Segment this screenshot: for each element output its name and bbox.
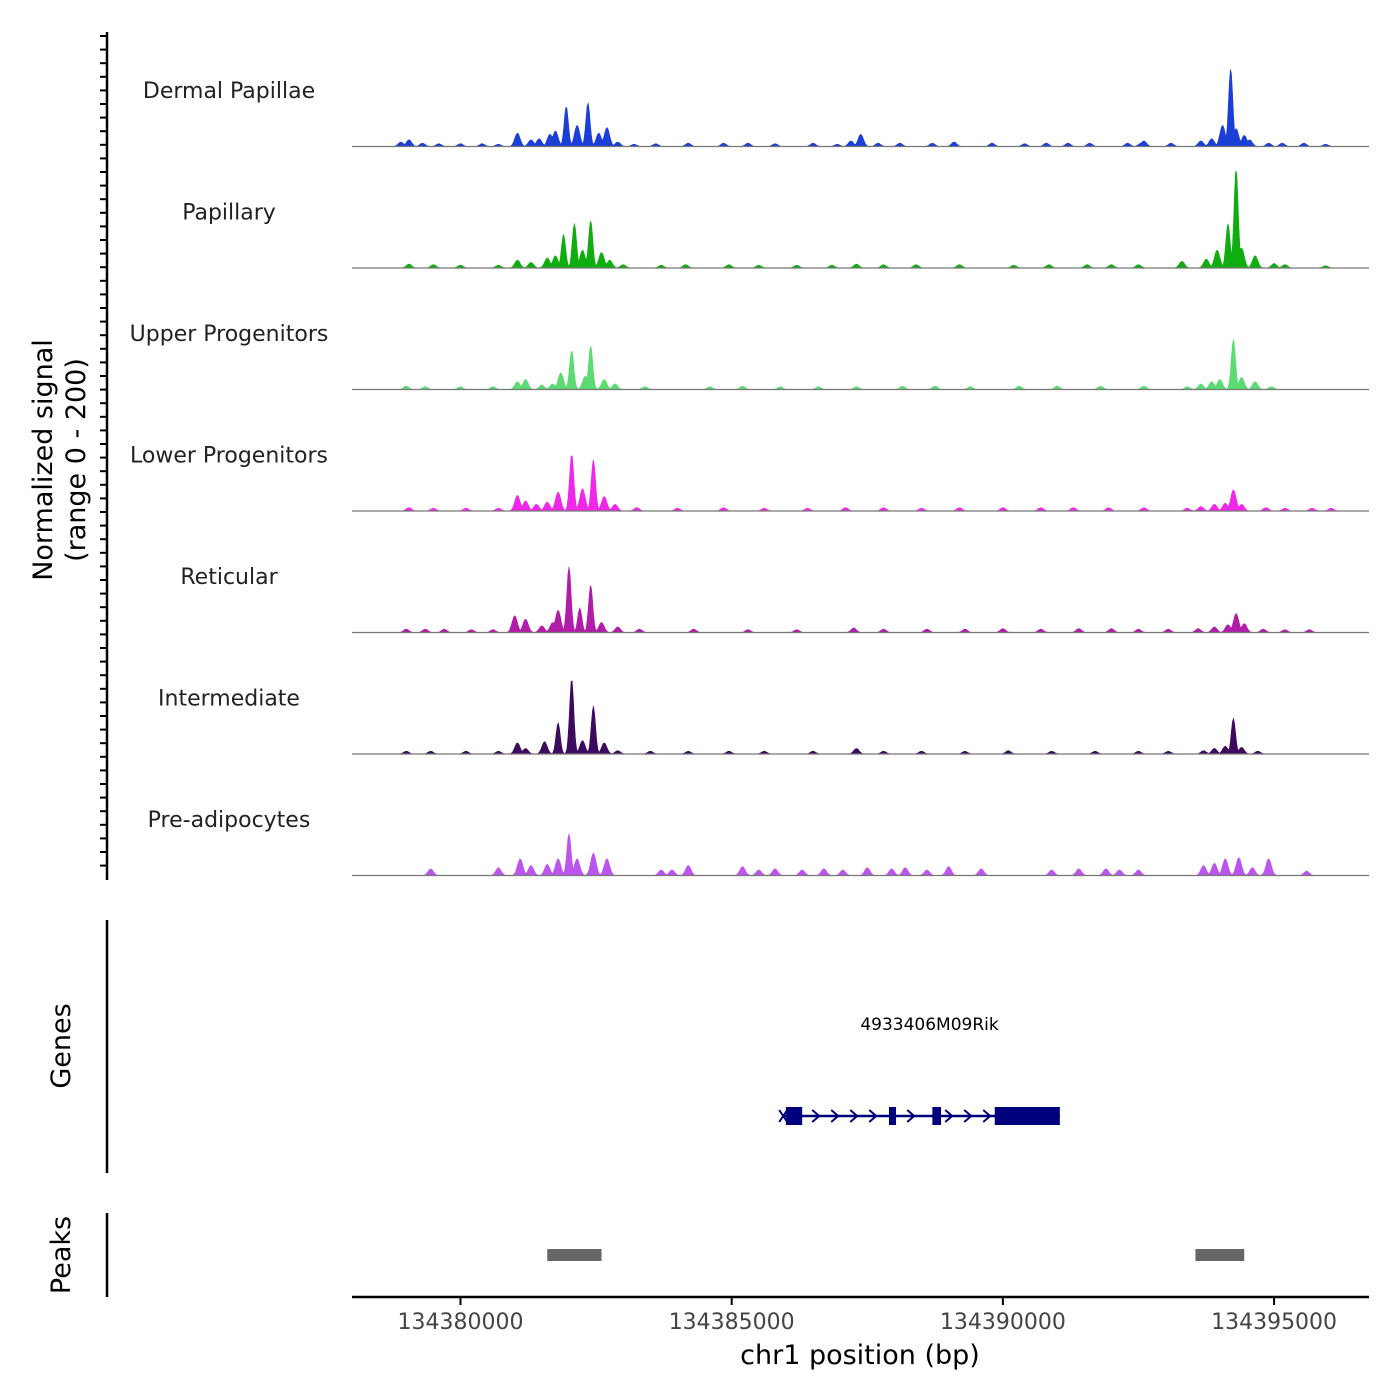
coverage-area [352,455,1369,512]
signal-y-axis-ticks [100,35,107,867]
peak-region-bar [547,1249,602,1261]
peaks-panel-label: Peaks [46,1216,77,1294]
x-tick-label: 134385000 [669,1310,795,1335]
strand-arrow [849,1109,859,1123]
coverage-area [352,680,1369,755]
peak-regions [547,1249,1245,1261]
x-tick-label: 134395000 [1211,1310,1337,1335]
y-axis-label: Normalized signal [28,339,59,581]
coverage-tracks: Dermal Papillae Papillary Upper Progenitor… [130,69,1369,877]
coverage-area [352,170,1369,269]
track-label: Lower Progenitors [130,444,328,469]
gene-exon [785,1107,803,1125]
strand-arrow [982,1109,992,1123]
track-reticular: Reticular [180,565,1369,634]
gene-name-label: 4933406M09Rik [860,1015,999,1035]
gene-exon [994,1107,1060,1125]
coverage-area [352,566,1369,633]
track-label: Upper Progenitors [130,322,329,347]
track-upper-progenitors: Upper Progenitors [130,322,1369,391]
gene-exon [888,1107,897,1125]
coverage-area [352,833,1369,876]
x-tick-label: 134380000 [397,1310,523,1335]
y-axis-title: Normalized signal (range 0 - 200) [28,339,92,581]
genes-panel-label: Genes [46,1003,77,1088]
track-label: Reticular [180,565,278,590]
track-label: Pre-adipocytes [148,808,311,833]
strand-arrow [963,1109,973,1123]
track-label: Dermal Papillae [143,79,315,104]
peak-region-bar [1195,1249,1245,1261]
track-papillary: Papillary [182,170,1369,269]
x-axis-ticks: 134380000 134385000 134390000 134395000 [397,1297,1337,1335]
strand-arrow [811,1109,821,1123]
coverage-area [352,339,1369,390]
tss-marker [778,1109,789,1123]
strand-arrow [830,1109,840,1123]
strand-arrow [906,1109,916,1123]
track-label: Intermediate [158,687,300,712]
y-axis-range-label: (range 0 - 200) [61,358,92,562]
track-intermediate: Intermediate [158,680,1369,755]
x-axis-label: chr1 position (bp) [740,1340,980,1371]
strand-arrow [868,1109,878,1123]
x-tick-label: 134390000 [940,1310,1066,1335]
coverage-area [352,69,1369,147]
track-label: Papillary [182,201,276,226]
strand-arrow [944,1109,954,1123]
gene-model: 4933406M09Rik [778,1015,1060,1125]
gene-exon [932,1107,942,1125]
track-dermal-papillae: Dermal Papillae [143,69,1369,148]
gene-annotations: 4933406M09Rik [778,1015,1060,1125]
track-lower-progenitors: Lower Progenitors [130,444,1369,512]
track-pre-adipocytes: Pre-adipocytes [148,808,1369,877]
